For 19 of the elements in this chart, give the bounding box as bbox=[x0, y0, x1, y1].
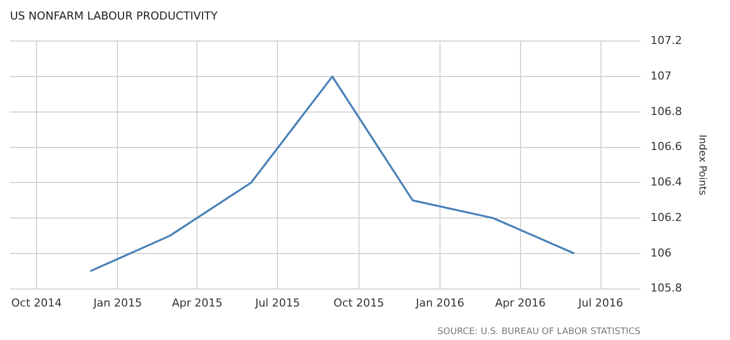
y-tick-label: 105.8 bbox=[650, 282, 682, 295]
y-axis-title: Index Points bbox=[696, 134, 708, 196]
x-tick-label: Oct 2014 bbox=[11, 296, 62, 310]
chart-title: US NONFARM LABOUR PRODUCTIVITY bbox=[10, 9, 218, 22]
y-tick-label: 106.2 bbox=[650, 210, 682, 224]
x-tick-label: Jul 2016 bbox=[577, 296, 624, 310]
y-tick-label: 106.4 bbox=[650, 176, 682, 189]
y-tick-label: 107 bbox=[650, 69, 672, 82]
x-tick-label: Jan 2016 bbox=[414, 296, 464, 310]
x-tick-label: Jul 2015 bbox=[254, 296, 300, 310]
y-tick-label: 106.6 bbox=[650, 140, 682, 154]
x-tick-label: Oct 2015 bbox=[334, 296, 384, 310]
x-tick-label: Apr 2016 bbox=[495, 296, 546, 310]
source-note: SOURCE: U.S. BUREAU OF LABOR STATISTICS bbox=[438, 326, 641, 337]
y-tick-label: 106.8 bbox=[650, 104, 682, 118]
x-tick-label: Apr 2015 bbox=[172, 296, 222, 310]
y-tick-label: 107.2 bbox=[650, 34, 682, 48]
y-tick-label: 106 bbox=[650, 246, 672, 260]
x-tick-label: Jan 2015 bbox=[92, 296, 142, 310]
